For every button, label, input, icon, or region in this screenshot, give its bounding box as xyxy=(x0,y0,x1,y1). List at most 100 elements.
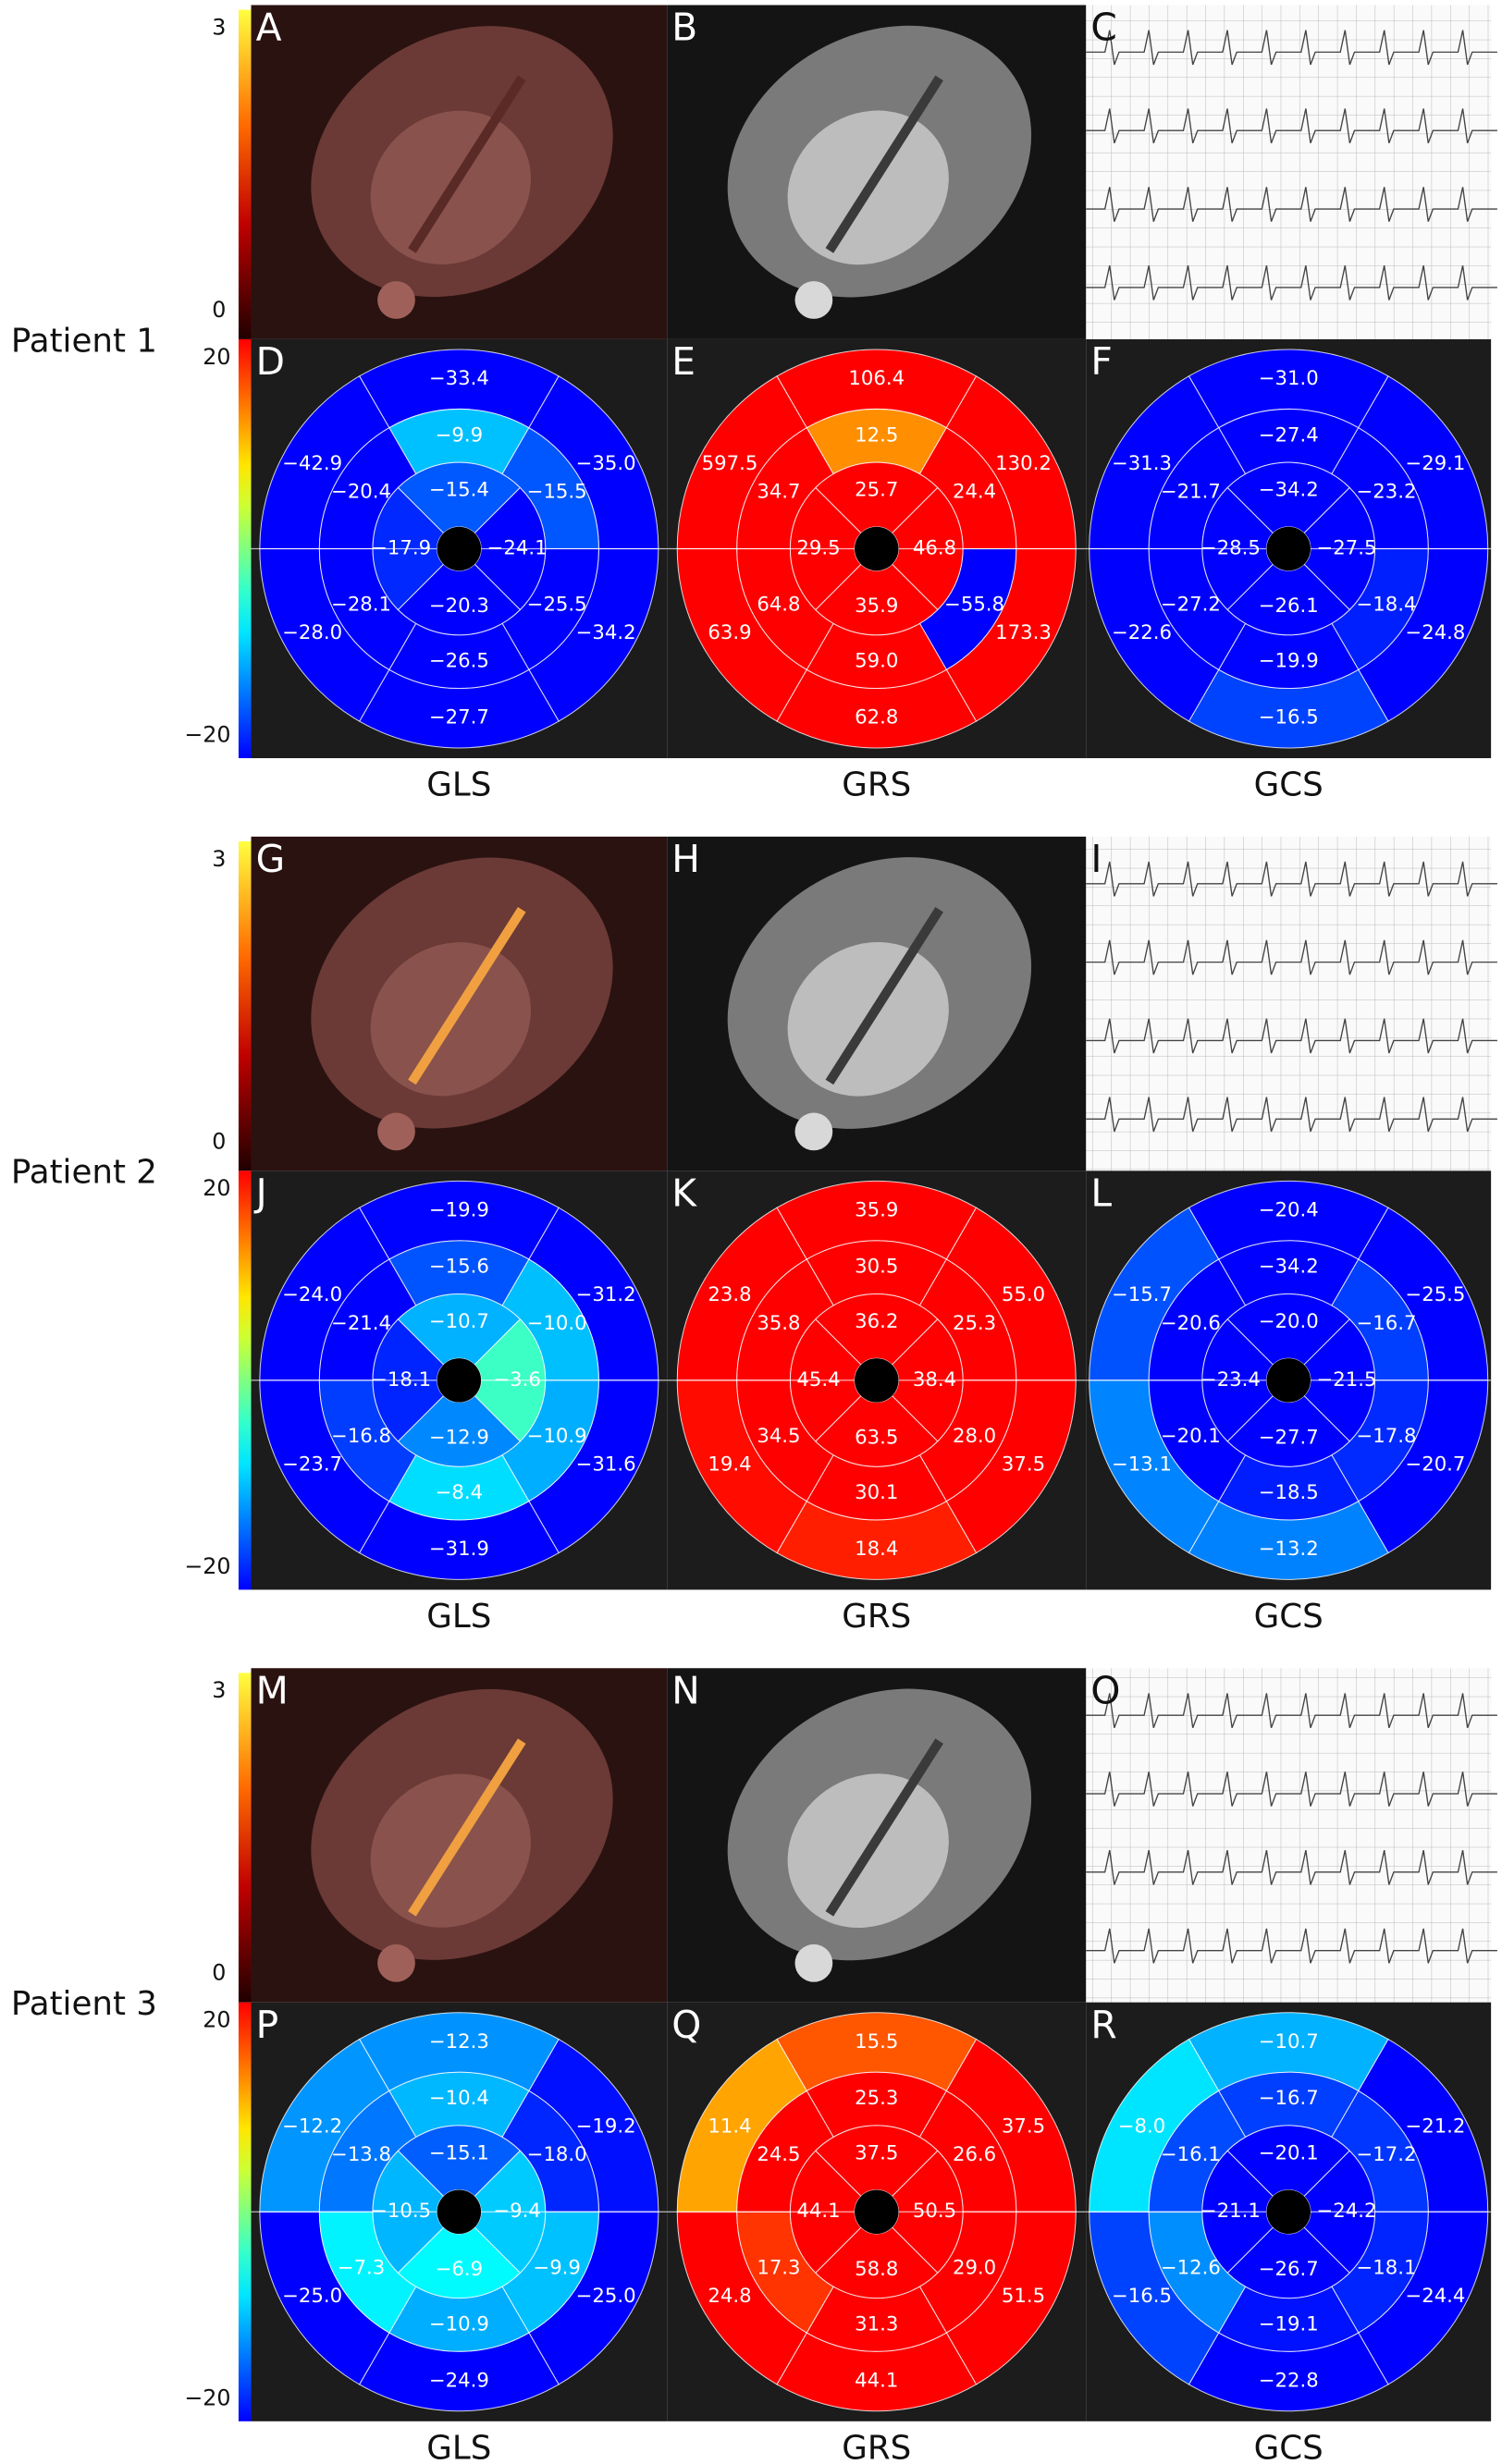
center-hole xyxy=(437,1358,482,1403)
segment-value-label: −15.6 xyxy=(429,1256,489,1279)
segment-value-label: −20.4 xyxy=(1259,1199,1319,1222)
segment-value-label: −20.7 xyxy=(1405,1453,1465,1476)
segment-value-label: −26.5 xyxy=(429,650,489,673)
patient-label: Patient 3 xyxy=(11,1985,157,2023)
segment-value-label: −26.7 xyxy=(1259,2258,1319,2281)
segment-value-label: −20.0 xyxy=(1259,1310,1319,1333)
segment-value-label: 18.4 xyxy=(855,1538,898,1561)
panel-letter: E xyxy=(671,339,696,384)
segment-value-label: 37.5 xyxy=(1002,2115,1045,2139)
segment-value-label: −16.5 xyxy=(1112,2285,1172,2308)
bullseye-caption: GRS xyxy=(842,766,911,804)
image-colorbar xyxy=(238,9,252,339)
strain-colorbar xyxy=(238,2002,252,2421)
segment-value-label: −19.9 xyxy=(1259,650,1319,673)
segment-value-label: −8.0 xyxy=(1118,2115,1166,2139)
segment-value-label: −16.7 xyxy=(1357,1312,1417,1335)
segment-value-label: −7.3 xyxy=(338,2256,385,2279)
segment-value-label: 29.0 xyxy=(953,2256,996,2279)
segment-value-label: −25.0 xyxy=(576,2285,636,2308)
segment-value-label: 35.8 xyxy=(757,1312,800,1335)
segment-value-label: −29.1 xyxy=(1405,452,1465,475)
segment-value-label: −17.2 xyxy=(1357,2143,1417,2166)
segment-value-label: 12.5 xyxy=(855,423,898,447)
center-hole xyxy=(1266,526,1311,571)
segment-value-label: −21.2 xyxy=(1405,2115,1465,2139)
aorta-shape xyxy=(794,1112,833,1151)
segment-value-label: −13.2 xyxy=(1259,1538,1319,1561)
segment-value-label: 55.0 xyxy=(1002,1283,1045,1306)
segment-value-label: −20.4 xyxy=(331,480,391,503)
strain-colorbar xyxy=(238,338,252,759)
segment-value-label: −31.9 xyxy=(429,1538,489,1561)
segment-value-label: −20.6 xyxy=(1161,1312,1221,1335)
panel-letter: A xyxy=(256,6,282,50)
segment-value-label: −18.4 xyxy=(1357,594,1417,617)
colorbar-tick-label: 3 xyxy=(212,1677,226,1703)
ecg-trace xyxy=(1086,1928,1497,1964)
center-hole xyxy=(1266,1358,1311,1403)
segment-value-label: −10.0 xyxy=(527,1312,587,1335)
panel-letter: N xyxy=(671,1668,699,1712)
colorbar-tick-label: −20 xyxy=(184,1553,230,1579)
segment-value-label: −25.5 xyxy=(1405,1283,1465,1306)
segment-value-label: −34.2 xyxy=(576,621,636,644)
segment-value-label: −10.7 xyxy=(1259,2030,1319,2053)
ecg-image xyxy=(1086,1668,1492,2003)
septum-shape xyxy=(825,907,943,1085)
segment-value-label: −16.1 xyxy=(1161,2143,1221,2166)
segment-value-label: −10.9 xyxy=(527,1425,587,1448)
segment-value-label: −18.1 xyxy=(1357,2256,1417,2279)
septum-shape xyxy=(408,75,526,253)
ecg-trace xyxy=(1086,1849,1497,1885)
segment-value-label: −13.8 xyxy=(331,2143,391,2166)
center-hole xyxy=(437,2189,482,2235)
segment-value-label: −19.1 xyxy=(1259,2312,1319,2335)
segment-value-label: −15.1 xyxy=(429,2141,489,2164)
segment-value-label: 173.3 xyxy=(995,621,1052,644)
segment-value-label: −23.2 xyxy=(1357,480,1417,503)
segment-value-label: −15.4 xyxy=(429,479,489,502)
segment-value-label: −31.0 xyxy=(1259,367,1319,390)
panel-letter: D xyxy=(256,339,285,384)
segment-value-label: 64.8 xyxy=(757,594,800,617)
segment-value-label: −20.1 xyxy=(1259,2141,1319,2164)
segment-value-label: −10.4 xyxy=(429,2087,489,2110)
segment-value-label: 36.2 xyxy=(855,1310,898,1333)
segment-value-label: 25.3 xyxy=(953,1312,996,1335)
ecg-image xyxy=(1086,836,1492,1171)
bullseye-caption: GLS xyxy=(426,1598,491,1636)
patient-label: Patient 2 xyxy=(11,1154,157,1192)
ecg-trace xyxy=(1086,1018,1497,1054)
bullseye-caption: GCS xyxy=(1254,1598,1323,1636)
aorta-shape xyxy=(794,1943,833,1982)
ecg-image xyxy=(1086,5,1492,339)
septum-shape xyxy=(825,1738,943,1917)
septum-shape xyxy=(408,907,526,1085)
colorbar-tick-label: −20 xyxy=(184,722,230,748)
segment-value-label: 28.0 xyxy=(953,1425,996,1448)
patient-label: Patient 1 xyxy=(11,322,157,360)
segment-value-label: −33.4 xyxy=(429,367,489,390)
segment-value-label: 24.8 xyxy=(708,2285,751,2308)
segment-value-label: 63.5 xyxy=(855,1427,898,1450)
panel-letter: F xyxy=(1090,339,1112,384)
segment-value-label: −28.0 xyxy=(282,621,342,644)
segment-value-label: 34.5 xyxy=(757,1425,800,1448)
bullseye-caption: GCS xyxy=(1254,2429,1323,2464)
center-hole xyxy=(437,526,482,571)
segment-value-label: 37.5 xyxy=(855,2141,898,2164)
septum-shape xyxy=(825,75,943,253)
segment-value-label: 30.5 xyxy=(855,1256,898,1279)
segment-value-label: 106.4 xyxy=(848,367,905,390)
strain-colorbar xyxy=(238,1171,252,1590)
segment-value-label: −10.9 xyxy=(429,2312,489,2335)
colorbar-tick-label: 0 xyxy=(212,1960,226,1986)
aorta-shape xyxy=(794,281,833,319)
segment-value-label: −27.2 xyxy=(1161,594,1221,617)
segment-value-label: −19.2 xyxy=(576,2115,636,2139)
panel-letter: P xyxy=(256,2003,279,2047)
segment-value-label: −13.1 xyxy=(1112,1453,1172,1476)
